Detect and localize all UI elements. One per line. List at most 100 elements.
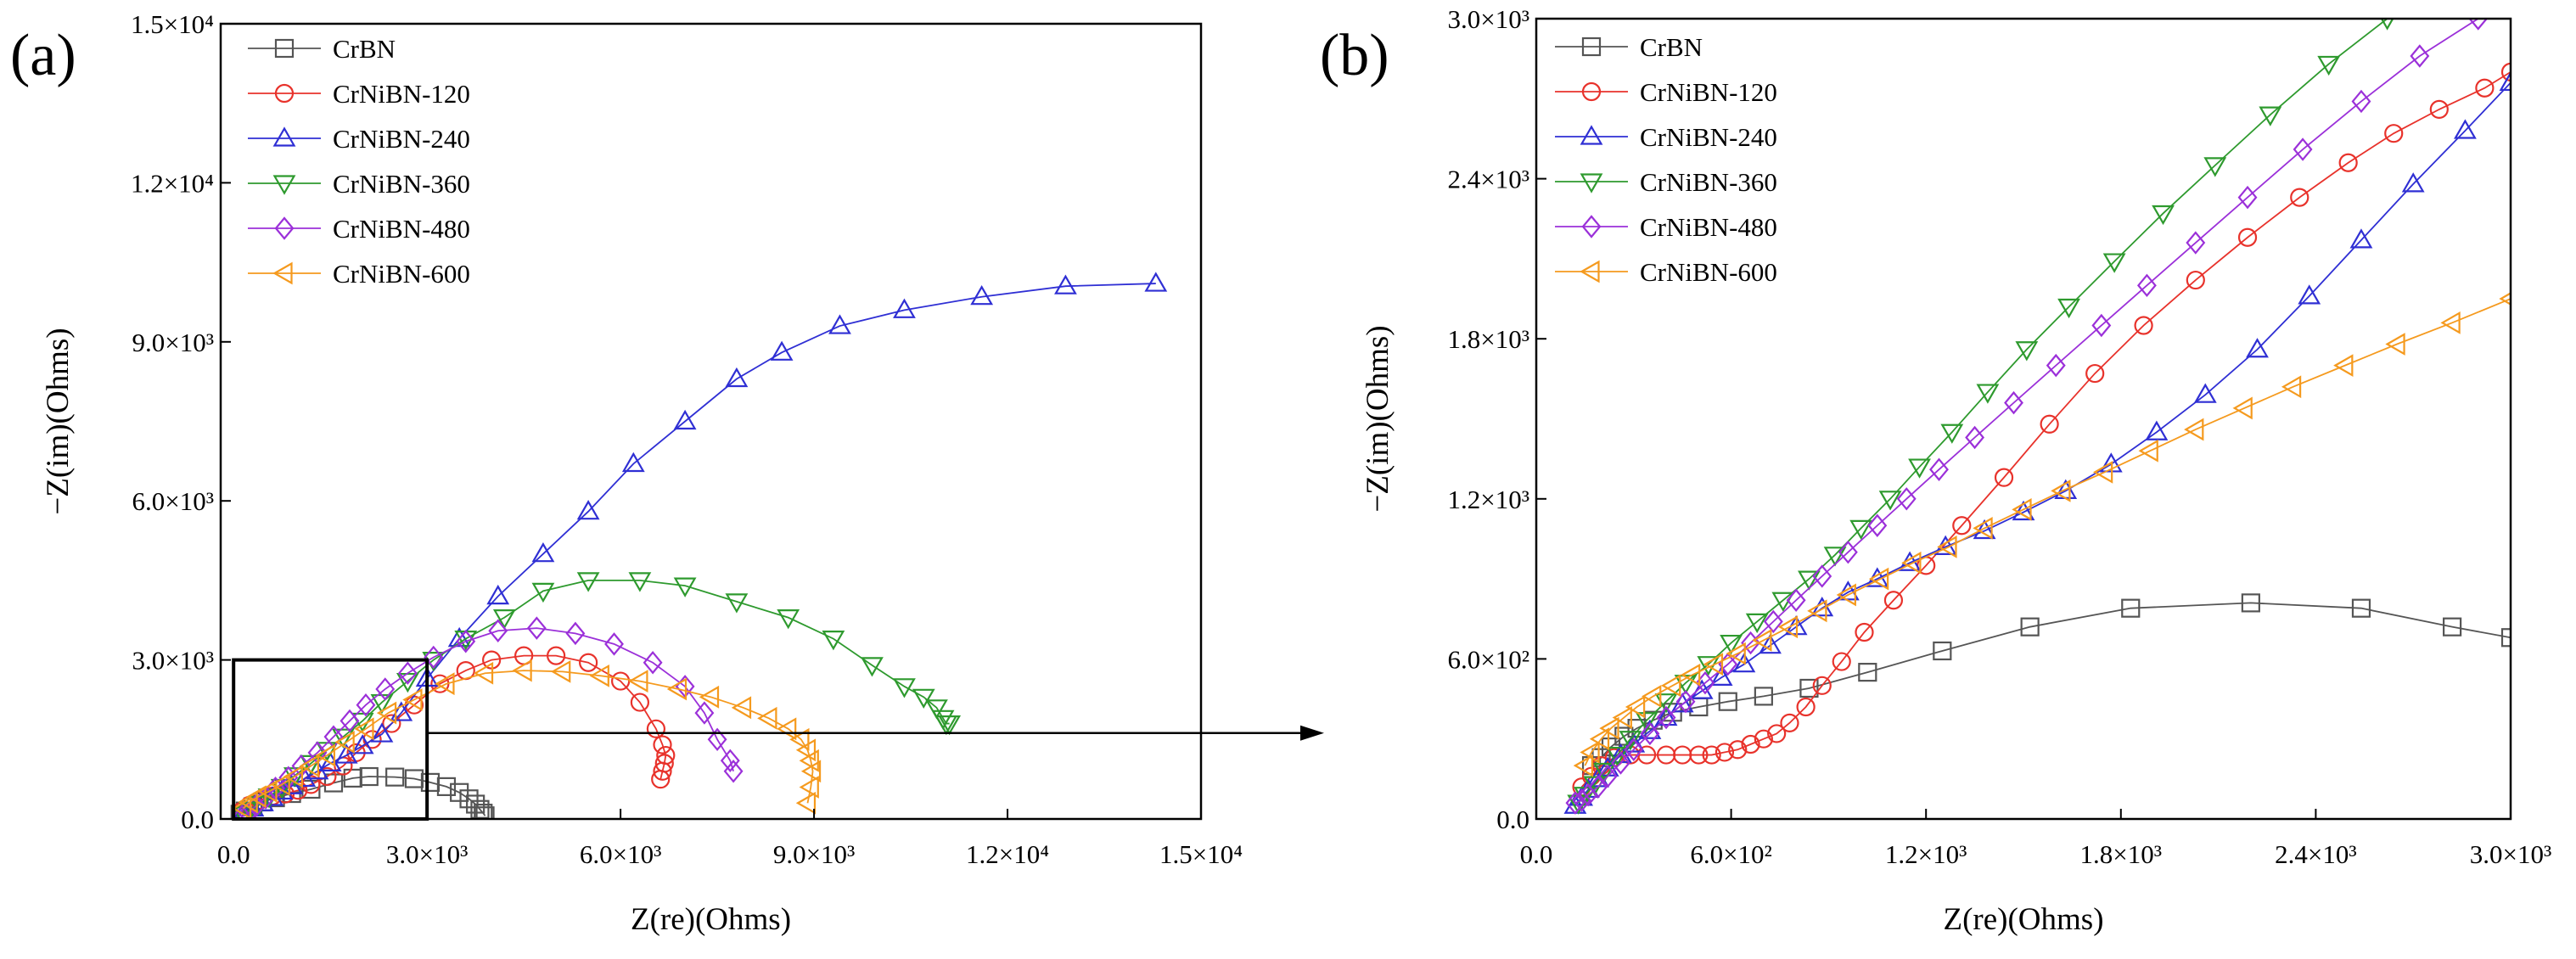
data-point [2401,172,2425,193]
legend-item-crnibn-360: CrNiBN-360 [1555,167,1777,197]
series-crnibn-480 [1565,19,2489,815]
data-point [707,727,727,752]
y-tick-label: 1.8×10³ [1447,324,1529,354]
data-point [1625,695,1646,719]
data-point [770,340,794,361]
legend-marker [1581,36,1602,57]
data-point [1656,705,1676,730]
data-point [2193,383,2217,403]
data-point [1597,764,1618,788]
legend-item-crbn: CrBN [248,34,396,64]
data-point [1858,663,1877,682]
data-point [720,749,740,773]
data-point [2004,390,2023,415]
data-point [2015,341,2039,362]
data-point [1689,745,1709,765]
data-point [1732,652,1756,673]
legend-item-crnibn-240: CrNiBN-240 [248,124,470,154]
data-point [1908,458,1931,479]
data-point [340,709,360,733]
x-tick-label: 3.0×10³ [2470,839,2552,869]
data-point [1812,564,1832,588]
legend-label: CrNiBN-600 [333,259,470,289]
data-point [2454,119,2477,139]
data-point [486,584,510,605]
data-point [257,780,278,803]
data-point [1823,547,1847,567]
data-point [385,767,405,787]
data-point [2338,153,2358,172]
data-point [628,670,648,693]
data-point [666,677,687,701]
x-tick-label: 1.2×10⁴ [966,839,1049,869]
data-point [2333,354,2354,378]
data-point [2468,19,2489,31]
data-point [447,626,471,648]
legend-marker [272,261,293,285]
data-point [2040,414,2059,434]
data-point [1798,570,1821,591]
plot-frame [1535,17,2512,821]
data-point [1654,705,1678,726]
data-point [1599,716,1619,740]
panel-b-label: (b) [1320,23,1389,88]
x-tick-label: 0.0 [1520,839,1553,869]
data-point [283,765,303,788]
data-point [699,685,720,709]
data-point [2241,593,2260,613]
x-tick-label: 1.8×10³ [2080,839,2163,869]
data-point [694,701,715,725]
data-point [1883,591,1904,610]
data-point [2349,228,2373,249]
data-point [2351,89,2371,114]
x-tick-label: 6.0×10² [1690,839,1772,869]
data-point [2410,44,2430,68]
data-point [2092,460,2113,484]
data-point [1680,663,1701,687]
data-point [777,609,800,630]
data-point [1965,425,1985,450]
data-point [604,632,624,656]
data-point [1624,737,1644,761]
data-point [938,715,962,736]
data-point [2440,311,2461,334]
y-tick-label: 1.2×10⁴ [131,168,214,198]
data-point [2186,270,2205,290]
data-point [1896,487,1917,511]
data-point [2500,62,2511,81]
data-point [893,678,916,698]
data-point [2351,598,2371,618]
y-tick-label: 0.0 [181,805,214,834]
data-point [800,760,822,783]
legend-item-crnibn-240: CrNiBN-240 [1555,122,1777,152]
data-point [1702,745,1721,765]
data-point [1799,678,1819,698]
data-point [331,728,355,749]
data-point [565,621,586,646]
data-point [359,766,379,787]
data-point [2186,231,2206,255]
series-crnibn-240 [233,272,1168,819]
data-point [1690,679,1714,699]
data-point [1709,665,1733,687]
data-point [424,645,444,670]
data-point [1611,751,1630,775]
data-point [382,714,401,733]
data-point [799,749,819,772]
data-point [315,743,335,767]
data-point [1937,535,1957,558]
data-point [1572,788,1592,812]
data-point [2051,479,2071,502]
legend-marker [274,216,295,240]
data-point [1640,721,1660,746]
data-point [456,630,476,653]
data-point [576,572,600,592]
y-tick-label: 6.0×10² [1447,644,1529,674]
x-tick-label: 2.4×10³ [2275,839,2357,869]
data-point [1144,272,1168,292]
series-crnibn-480 [232,616,744,819]
legend-label: CrBN [333,34,396,64]
data-point [402,688,423,711]
panel-a-label: (a) [10,23,76,88]
legend-label: CrNiBN-240 [333,124,470,154]
